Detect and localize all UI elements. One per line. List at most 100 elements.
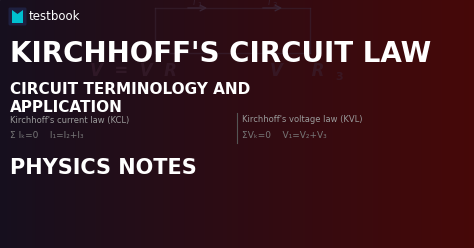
Text: CIRCUIT TERMINOLOGY AND: CIRCUIT TERMINOLOGY AND xyxy=(10,83,250,97)
Bar xyxy=(469,0,473,248)
Bar xyxy=(216,0,219,248)
Bar xyxy=(197,0,200,248)
Bar xyxy=(268,0,271,248)
Bar xyxy=(294,0,297,248)
Bar xyxy=(118,0,122,248)
Bar xyxy=(246,0,250,248)
Bar xyxy=(43,0,46,248)
Bar xyxy=(313,0,316,248)
Bar xyxy=(152,0,155,248)
Bar xyxy=(462,0,465,248)
Bar xyxy=(123,0,127,248)
Bar xyxy=(9,0,13,248)
Bar xyxy=(38,0,41,248)
Bar xyxy=(415,0,418,248)
Bar xyxy=(206,0,210,248)
Bar xyxy=(76,0,79,248)
Bar xyxy=(263,0,266,248)
Bar xyxy=(334,0,337,248)
Bar xyxy=(405,0,409,248)
Bar xyxy=(126,0,129,248)
Bar xyxy=(73,0,77,248)
Bar xyxy=(218,0,221,248)
Bar xyxy=(12,0,15,248)
Bar xyxy=(244,0,247,248)
Bar xyxy=(45,0,48,248)
Bar xyxy=(346,0,349,248)
Bar xyxy=(360,0,364,248)
Bar xyxy=(33,0,36,248)
Bar xyxy=(100,0,103,248)
Text: APPLICATION: APPLICATION xyxy=(10,100,123,116)
Text: PHYSICS NOTES: PHYSICS NOTES xyxy=(10,158,197,178)
Bar xyxy=(396,0,399,248)
Bar xyxy=(175,0,179,248)
Bar xyxy=(344,0,347,248)
Text: ΣVₖ=0    V₁=V₂+V₃: ΣVₖ=0 V₁=V₂+V₃ xyxy=(242,130,327,139)
Bar xyxy=(64,0,67,248)
Bar xyxy=(353,0,356,248)
Bar xyxy=(303,0,307,248)
Bar xyxy=(391,0,394,248)
Bar xyxy=(225,0,228,248)
Bar xyxy=(365,0,368,248)
Bar xyxy=(443,0,447,248)
Bar xyxy=(332,0,335,248)
Bar xyxy=(370,0,373,248)
Bar xyxy=(211,0,214,248)
Bar xyxy=(277,0,281,248)
Bar xyxy=(21,0,25,248)
Bar xyxy=(213,0,217,248)
Bar xyxy=(351,0,354,248)
Bar xyxy=(467,0,470,248)
Text: I: I xyxy=(193,0,196,7)
Bar xyxy=(17,0,20,248)
Bar xyxy=(26,0,29,248)
Bar xyxy=(306,0,309,248)
Bar xyxy=(327,0,330,248)
Bar xyxy=(128,0,131,248)
Bar xyxy=(358,0,361,248)
Bar xyxy=(135,0,138,248)
Bar xyxy=(159,0,162,248)
Bar xyxy=(142,0,146,248)
Text: Σ Iₖ=0    I₁=I₂+I₃: Σ Iₖ=0 I₁=I₂+I₃ xyxy=(10,130,83,139)
Bar xyxy=(147,0,150,248)
Bar xyxy=(237,0,240,248)
Bar xyxy=(282,0,285,248)
Bar xyxy=(280,0,283,248)
Bar xyxy=(166,0,169,248)
Bar xyxy=(460,0,463,248)
Bar xyxy=(185,0,188,248)
Bar xyxy=(187,0,191,248)
Bar xyxy=(232,0,236,248)
Bar xyxy=(434,0,437,248)
Bar xyxy=(254,0,257,248)
Bar xyxy=(228,0,231,248)
Bar xyxy=(367,0,371,248)
Bar xyxy=(455,0,458,248)
Bar xyxy=(104,0,108,248)
Bar xyxy=(436,0,439,248)
Bar xyxy=(121,0,124,248)
Bar xyxy=(472,0,474,248)
Bar xyxy=(156,0,160,248)
Bar xyxy=(31,0,34,248)
Bar xyxy=(102,0,105,248)
Bar xyxy=(50,0,53,248)
Bar xyxy=(140,0,143,248)
Bar xyxy=(109,0,112,248)
Text: testbook: testbook xyxy=(29,9,81,23)
Bar xyxy=(90,0,93,248)
Bar xyxy=(5,0,8,248)
Bar xyxy=(242,0,245,248)
Bar xyxy=(320,0,323,248)
Text: 1: 1 xyxy=(197,2,201,8)
Bar xyxy=(427,0,430,248)
Bar xyxy=(83,0,86,248)
Bar xyxy=(453,0,456,248)
Bar xyxy=(389,0,392,248)
Bar xyxy=(178,0,181,248)
Bar xyxy=(192,0,195,248)
Bar xyxy=(401,0,404,248)
